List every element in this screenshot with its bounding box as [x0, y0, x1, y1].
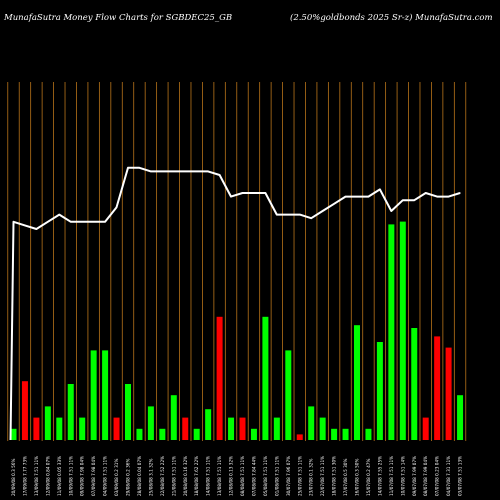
- x-tick-label: 29/08/08 0.2 36%: [126, 459, 131, 496]
- flow-bar: [354, 325, 360, 440]
- flow-bar: [67, 384, 74, 440]
- x-tick-label: 25/07/08 7.51 11%: [297, 456, 302, 496]
- x-tick-label: 10/07/08 7.51 14%: [400, 456, 405, 496]
- flow-bar: [399, 221, 406, 440]
- x-tick-label: 28/08/08 0.04 07%: [137, 456, 142, 496]
- flow-bar: [434, 336, 441, 440]
- x-tick-label: 18/08/08 7.62 22%: [194, 456, 199, 496]
- flow-bar: [44, 406, 51, 440]
- flow-bar: [79, 417, 86, 440]
- flow-bar: [445, 347, 452, 440]
- x-tick-label: 08/08/08 7.51 11%: [240, 456, 245, 496]
- flow-bar: [365, 428, 372, 440]
- x-tick-label: 23/07/08 0.1 32%: [309, 459, 314, 496]
- x-tick-label: 03/09/08 0.2 31%: [114, 459, 119, 496]
- flow-bar: [147, 406, 154, 440]
- flow-bar: [216, 316, 223, 440]
- x-tick-label: 12/09/08 0.84 07%: [45, 456, 50, 496]
- x-tick-label: 11/07/08 7.51 11%: [389, 456, 394, 496]
- x-tick-label: 03/07/08 7.51 13%: [458, 456, 463, 496]
- flow-bar: [388, 224, 395, 440]
- flow-bar: [457, 395, 464, 440]
- flow-bar: [136, 428, 143, 440]
- x-tick-label: 09/09/08 7.98 04%: [80, 456, 85, 496]
- flow-bar: [319, 417, 326, 440]
- flow-bar: [113, 417, 120, 440]
- flow-bar: [376, 342, 383, 440]
- flow-bar: [262, 316, 269, 440]
- x-tick-label: 16/07/08 0.3 50%: [355, 459, 360, 496]
- x-tick-label: 10/09/08 7.51 11%: [68, 456, 73, 496]
- x-tick-label: 07/07/08 0.23 04%: [435, 456, 440, 496]
- line-layer: [9, 166, 461, 441]
- flow-bar: [21, 381, 28, 440]
- chart-subtitle: (2.50%goldbonds 2025 Sr-z) MunafaSutra.c…: [290, 13, 493, 23]
- flow-bar: [250, 428, 257, 440]
- x-tick-label: 13/09/08 7.51 11%: [34, 456, 39, 496]
- flow-bar: [182, 417, 189, 440]
- x-tick-label: 13/08/08 7.51 11%: [217, 456, 222, 496]
- flow-bar: [285, 350, 292, 440]
- x-tick-label: 21/08/08 7.51 11%: [171, 456, 176, 496]
- flow-bar: [170, 395, 177, 440]
- flow-bar: [342, 428, 349, 440]
- x-tick-label: 22/08/08 7.52 22%: [160, 456, 165, 496]
- flow-bar: [33, 417, 40, 440]
- x-tick-label: 07/08/08 7.84 44%: [251, 456, 256, 496]
- flow-bar: [159, 428, 166, 440]
- x-tick-label: 07/09/08 7.98 04%: [91, 456, 96, 496]
- flow-bar: [102, 350, 109, 440]
- x-tick-label: 01/08/08 7.51 11%: [274, 456, 279, 496]
- grid-layer: [7, 82, 467, 441]
- x-tick-label: 09/07/08 7.99 07%: [412, 456, 417, 496]
- bar-layer: [10, 221, 464, 440]
- x-tick-label: 15/07/08 0.2 47%: [366, 459, 371, 496]
- flow-bar: [422, 417, 429, 440]
- flow-bar: [193, 428, 200, 440]
- flow-bar: [205, 409, 212, 440]
- flow-bar: [228, 417, 235, 440]
- x-tick-label: 20/08/08 0.16 32%: [183, 456, 188, 496]
- label-layer: 20/09/08 0.3 56% 17/09/08 7.77 73% 13/09/0…: [11, 456, 463, 496]
- x-tick-label: 14/07/08 7.55 25%: [377, 456, 382, 496]
- x-tick-label: 12/08/08 0.13 32%: [229, 456, 234, 496]
- money-flow-line: [9, 166, 461, 441]
- x-tick-label: 11/09/08 0.05 33%: [57, 456, 62, 496]
- x-tick-label: 18/07/08 7.51 30%: [332, 456, 337, 496]
- flow-bar: [411, 328, 418, 440]
- x-tick-label: 04/09/08 7.51 11%: [103, 456, 108, 496]
- flow-bar: [239, 417, 246, 440]
- flow-bar: [273, 417, 280, 440]
- flow-bar: [331, 428, 338, 440]
- flow-bar: [308, 406, 315, 440]
- x-tick-label: 22/07/08 7.51 11%: [320, 456, 325, 496]
- x-tick-label: 08/07/08 7.99 04%: [423, 456, 428, 496]
- flow-bar: [296, 434, 303, 440]
- flow-bar: [125, 384, 131, 440]
- x-tick-label: 04/07/08 7.31 11%: [446, 456, 451, 496]
- x-tick-label: 14/08/08 7.51 11%: [206, 456, 211, 496]
- flow-bar: [56, 417, 63, 440]
- x-tick-label: 17/07/08 0.5 30%: [343, 459, 348, 496]
- x-tick-label: 25/08/08 3.1 32%: [148, 459, 153, 496]
- x-tick-label: 20/09/08 0.3 56%: [11, 459, 16, 496]
- x-tick-label: 17/09/08 7.77 73%: [22, 456, 27, 496]
- x-tick-label: 30/07/08 7.96 07%: [286, 456, 291, 496]
- chart-title: MunafaSutra Money Flow Charts for SGBDEC…: [4, 13, 233, 23]
- x-tick-label: 05/08/08 7.51 11%: [263, 456, 268, 496]
- flow-bar: [10, 428, 17, 440]
- flow-bar: [90, 350, 97, 440]
